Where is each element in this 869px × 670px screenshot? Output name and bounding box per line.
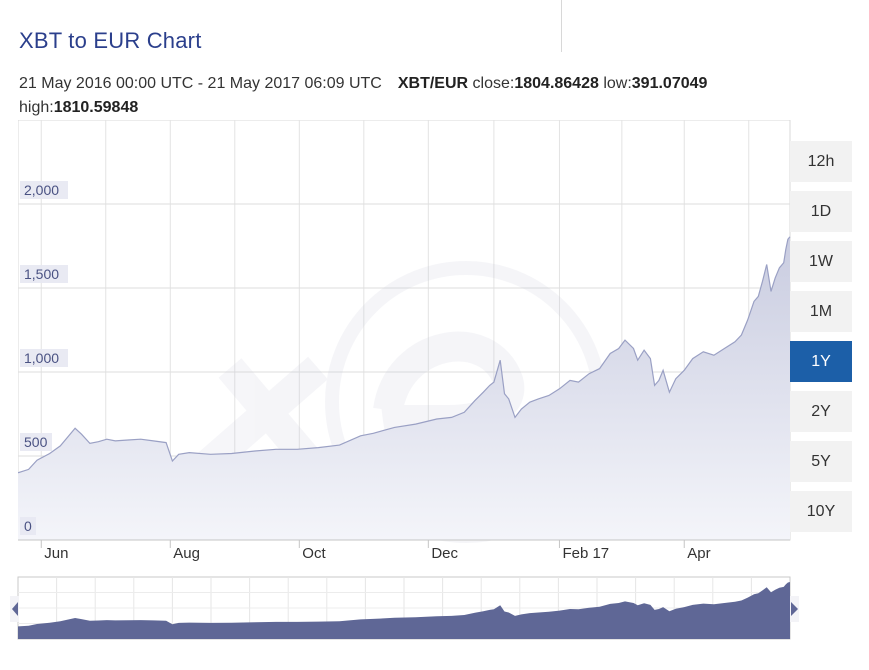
y-tick-label-bg	[20, 265, 68, 283]
y-tick-label: 0	[24, 518, 32, 534]
close-label: close:	[472, 75, 515, 92]
range-button-10y[interactable]: 10Y	[790, 491, 852, 532]
range-button-2y[interactable]: 2Y	[790, 391, 852, 432]
price-area	[18, 236, 790, 541]
x-tick-label: Dec	[431, 545, 458, 562]
navigator-area	[18, 582, 790, 639]
range-button-1d[interactable]: 1D	[790, 191, 852, 232]
high-label: high:	[19, 99, 54, 116]
price-line	[18, 236, 791, 474]
range-button-1y[interactable]: 1Y	[790, 341, 852, 382]
x-tick-label: Feb 17	[562, 545, 609, 562]
navigator[interactable]	[10, 572, 802, 642]
header-divider	[561, 0, 562, 52]
chevron-left-icon	[12, 602, 18, 616]
close-value: 1804.86428	[514, 75, 599, 92]
chart-info: 21 May 2016 00:00 UTC - 21 May 2017 06:0…	[19, 72, 819, 120]
chart-title: XBT to EUR Chart	[19, 28, 202, 53]
low-label: low:	[603, 75, 632, 92]
pair-label: XBT/EUR	[397, 75, 469, 92]
x-tick-label: Aug	[173, 545, 200, 562]
y-tick-label-bg	[20, 517, 36, 535]
price-chart[interactable]: 0 500 1,000 1,500 2,000 Jun Aug Oct Dec Feb 17 Ap…	[18, 120, 792, 568]
navigator-right-handle[interactable]	[790, 596, 799, 622]
range-selector: 12h 1D 1W 1M 1Y 2Y 5Y 10Y	[790, 141, 852, 541]
y-tick-label-bg	[20, 181, 68, 199]
x-tick-label: Apr	[687, 545, 710, 562]
x-tick-label: Jun	[44, 545, 68, 562]
y-axis-labels: 0 500 1,000 1,500 2,000	[20, 181, 68, 535]
range-button-5y[interactable]: 5Y	[790, 441, 852, 482]
y-tick-label: 1,500	[24, 266, 59, 282]
range-button-1m[interactable]: 1M	[790, 291, 852, 332]
x-tick-label: Oct	[302, 545, 326, 562]
high-value: 1810.59848	[53, 99, 139, 116]
low-value: 391.07049	[631, 75, 708, 92]
y-tick-label-bg	[20, 349, 68, 367]
x-axis-labels: Jun Aug Oct Dec Feb 17 Apr	[40, 540, 711, 562]
navigator-left-handle[interactable]	[10, 596, 19, 622]
chevron-right-icon	[791, 602, 798, 616]
y-tick-label: 1,000	[24, 350, 59, 366]
y-tick-label: 2,000	[24, 182, 59, 198]
date-range: 21 May 2016 00:00 UTC - 21 May 2017 06:0…	[19, 75, 382, 92]
y-tick-label: 500	[24, 434, 48, 450]
range-button-12h[interactable]: 12h	[790, 141, 852, 182]
y-tick-label-bg	[20, 433, 52, 451]
range-button-1w[interactable]: 1W	[790, 241, 852, 282]
